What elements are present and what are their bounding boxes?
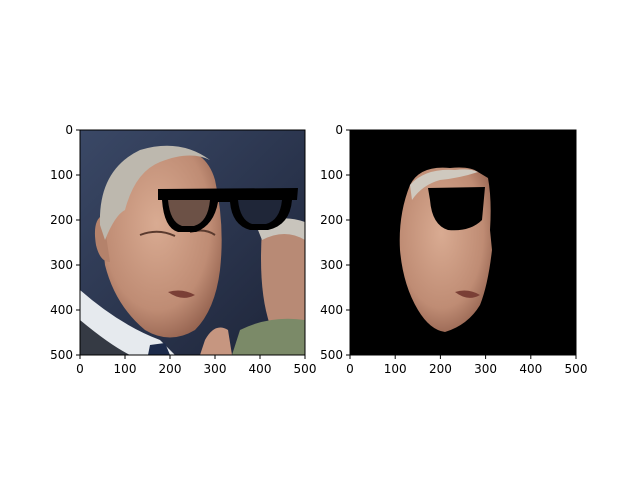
- x-tick-label: 400: [519, 362, 542, 376]
- y-tick-label: 0: [335, 123, 343, 137]
- y-tick-label: 0: [65, 123, 73, 137]
- masked-hair: [410, 169, 478, 200]
- right-axes-frame: [349, 129, 577, 356]
- mouth: [168, 290, 195, 298]
- eyebrow: [139, 230, 176, 237]
- suit-jacket: [80, 320, 130, 355]
- x-tick-label: 100: [114, 362, 137, 376]
- hand: [200, 327, 232, 355]
- background-person-face: [261, 226, 305, 334]
- y-tick-label: 500: [50, 348, 73, 362]
- masked-mouth: [455, 290, 480, 298]
- y-tick-label: 400: [50, 303, 73, 317]
- x-tick-label: 400: [249, 362, 272, 376]
- x-tick-label: 500: [565, 362, 588, 376]
- x-tick-label: 0: [76, 362, 84, 376]
- x-tick-label: 100: [384, 362, 407, 376]
- ear: [94, 215, 110, 262]
- y-tick-label: 100: [50, 168, 73, 182]
- glasses-overlay: [158, 188, 298, 232]
- x-tick-label: 200: [159, 362, 182, 376]
- y-tick-label: 400: [320, 303, 343, 317]
- x-tick-label: 300: [474, 362, 497, 376]
- x-tick-label: 500: [294, 362, 317, 376]
- y-tick-label: 300: [50, 258, 73, 272]
- necktie: [148, 343, 170, 355]
- y-tick-label: 200: [320, 213, 343, 227]
- y-tick-label: 500: [320, 348, 343, 362]
- background-person-uniform: [232, 318, 305, 355]
- x-tick-label: 0: [346, 362, 354, 376]
- y-tick-label: 200: [50, 213, 73, 227]
- hair: [99, 145, 210, 240]
- y-tick-label: 100: [320, 168, 343, 182]
- x-tick-label: 200: [429, 362, 452, 376]
- masked-glasses: [428, 187, 485, 231]
- right-image-panel: [350, 130, 576, 355]
- y-tick-label: 300: [320, 258, 343, 272]
- left-image-panel: [80, 130, 305, 355]
- left-axes-frame: [79, 129, 306, 356]
- x-tick-label: 300: [204, 362, 227, 376]
